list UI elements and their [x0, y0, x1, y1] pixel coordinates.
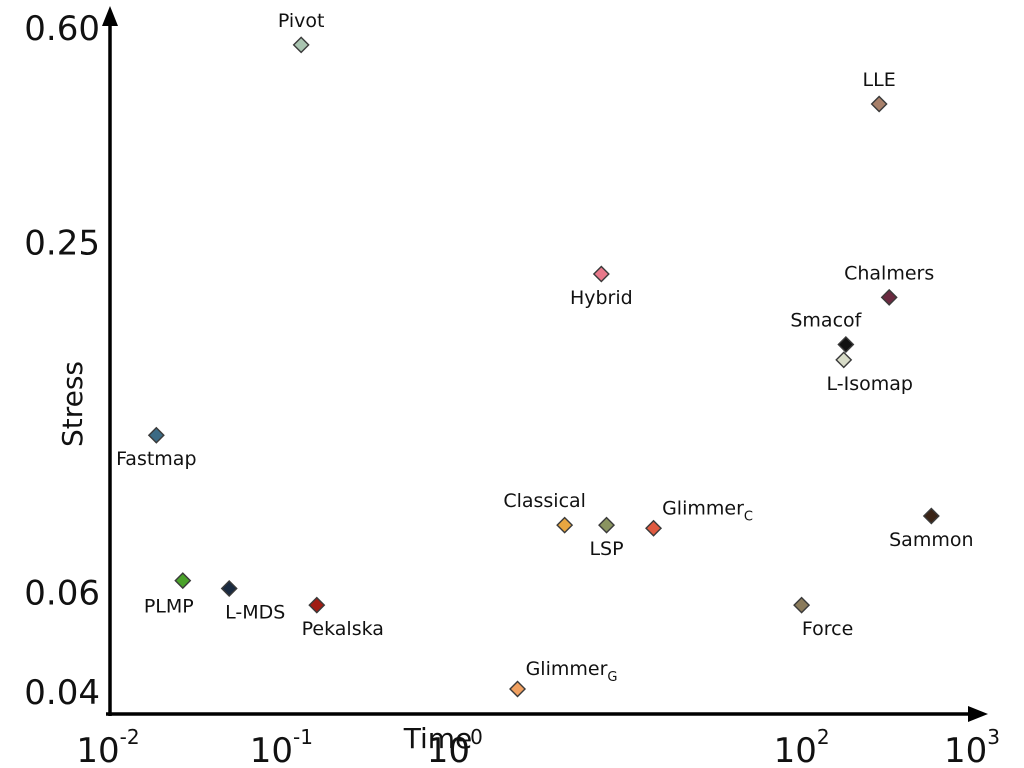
- x-tick-exponent: -1: [293, 725, 313, 749]
- x-tick-exponent: -2: [120, 725, 140, 749]
- x-tick-label: 103: [944, 725, 1000, 768]
- point-label: Sammon: [889, 529, 973, 551]
- y-axis-arrow: [102, 6, 118, 26]
- point-label: Smacof: [790, 310, 862, 332]
- point-label: LSP: [589, 538, 623, 560]
- y-tick-label: 0.60: [24, 9, 100, 49]
- point-label: Pekalska: [302, 618, 384, 640]
- point-marker: [835, 351, 853, 369]
- point-label-name: Pekalska: [302, 618, 384, 640]
- point-marker: [147, 426, 165, 444]
- point-label: Classical: [503, 490, 586, 512]
- point-marker: [308, 596, 326, 614]
- x-axis-arrow: [968, 706, 988, 722]
- point-label-name: Classical: [503, 490, 586, 512]
- point-label-name: Smacof: [790, 310, 862, 332]
- point-label-name: Sammon: [889, 529, 973, 551]
- x-tick-base: 10: [774, 731, 817, 768]
- point-label-name: LLE: [863, 69, 896, 91]
- point-label-subscript: G: [607, 670, 617, 685]
- x-tick-label: 100: [427, 725, 483, 768]
- point-label-name: LSP: [589, 538, 623, 560]
- point-label-name: Glimmer: [526, 658, 608, 680]
- point-marker: [174, 572, 192, 590]
- point-marker: [793, 596, 811, 614]
- y-tick-label: 0.06: [24, 574, 100, 614]
- point-marker: [880, 288, 898, 306]
- x-tick-base: 10: [250, 731, 293, 768]
- point-label-name: Force: [802, 618, 853, 640]
- y-tick-label: 0.04: [24, 673, 100, 713]
- point-label: Fastmap: [116, 448, 196, 470]
- y-tick-label: 0.25: [24, 224, 100, 264]
- x-tick-label: 10-1: [250, 725, 313, 768]
- point-label: LLE: [863, 69, 896, 91]
- x-tick-label: 10-2: [76, 725, 139, 768]
- x-tick-base: 10: [427, 731, 470, 768]
- point-marker: [220, 580, 238, 598]
- point-label: L-Isomap: [827, 373, 913, 395]
- point-marker: [870, 95, 888, 113]
- point-label-name: Fastmap: [116, 448, 196, 470]
- axis-titles: Time Stress: [56, 361, 472, 755]
- point-labels: Pivot LLE Chalmers Hybrid Smacof L-Isomap Fast…: [116, 10, 973, 685]
- x-tick-exponent: 3: [987, 725, 1000, 749]
- point-label-name: Chalmers: [844, 262, 934, 284]
- axes: [102, 6, 988, 722]
- point-label: Chalmers: [844, 262, 934, 284]
- point-label-name: Pivot: [278, 10, 325, 32]
- point-label: Hybrid: [570, 287, 633, 309]
- x-tick-label: 102: [774, 725, 830, 768]
- point-label-name: L-Isomap: [827, 373, 913, 395]
- x-tick-exponent: 0: [470, 725, 483, 749]
- point-marker: [556, 516, 574, 534]
- point-marker: [592, 265, 610, 283]
- point-label: Force: [802, 618, 853, 640]
- data-points: [147, 36, 940, 698]
- point-marker: [509, 680, 527, 698]
- point-marker: [598, 516, 616, 534]
- point-label-name: PLMP: [144, 596, 194, 618]
- point-label: GlimmerG: [526, 658, 618, 685]
- point-marker: [645, 519, 663, 537]
- point-label: GlimmerC: [662, 497, 753, 524]
- point-label: L-MDS: [225, 602, 285, 624]
- x-axis-title: Time: [403, 722, 473, 755]
- point-marker: [837, 336, 855, 354]
- point-label-name: Hybrid: [570, 287, 633, 309]
- x-tick-exponent: 2: [817, 725, 830, 749]
- point-label: Pivot: [278, 10, 325, 32]
- point-marker: [292, 36, 310, 54]
- x-tick-base: 10: [944, 731, 987, 768]
- point-label-name: Glimmer: [662, 497, 744, 519]
- point-label: PLMP: [144, 596, 194, 618]
- point-label-subscript: C: [744, 509, 753, 524]
- x-tick-base: 10: [76, 731, 119, 768]
- y-axis-title: Stress: [56, 361, 89, 447]
- point-label-name: L-MDS: [225, 602, 285, 624]
- point-marker: [922, 507, 940, 525]
